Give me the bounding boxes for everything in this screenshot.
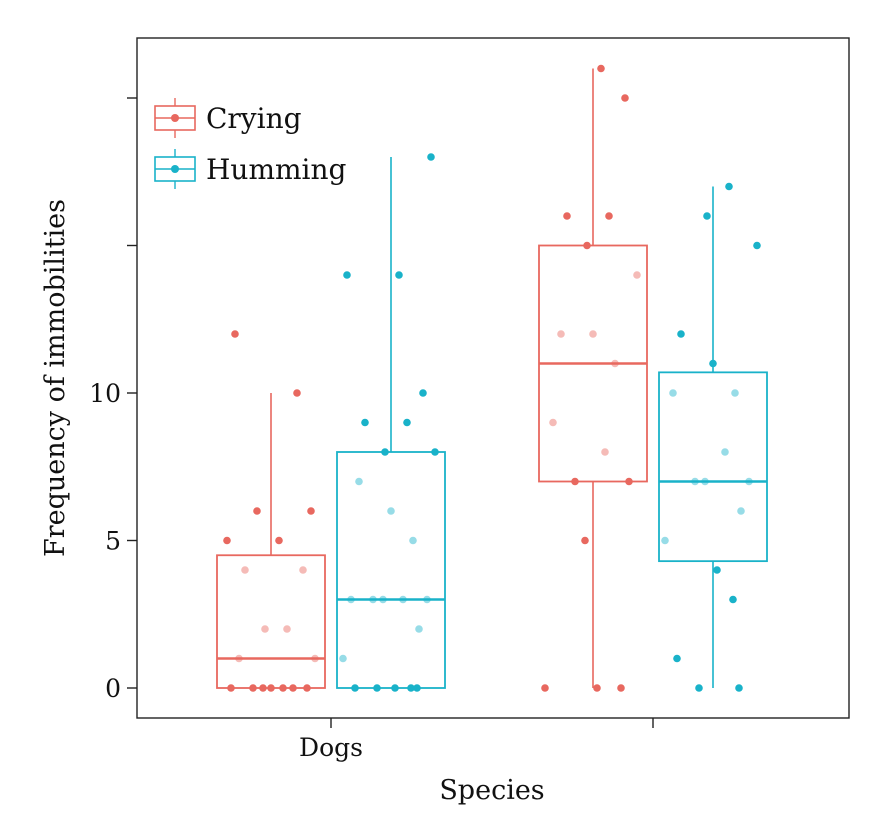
data-point: [369, 595, 377, 604]
data-point: [549, 418, 557, 427]
data-point: [703, 212, 711, 220]
data-point: [709, 359, 717, 368]
data-point: [289, 684, 297, 692]
data-point: [395, 271, 403, 279]
data-point: [379, 595, 387, 604]
data-point: [611, 359, 619, 368]
data-point: [347, 595, 355, 604]
data-point: [731, 389, 739, 397]
data-point: [267, 684, 275, 692]
data-point: [593, 684, 601, 692]
data-point: [253, 507, 261, 515]
data-point: [235, 654, 243, 663]
data-point: [661, 536, 669, 545]
x-axis-title: Species: [439, 775, 544, 806]
data-point: [695, 684, 703, 692]
data-point: [721, 448, 729, 456]
data-point: [729, 595, 737, 604]
data-point: [275, 536, 283, 545]
data-point: [725, 182, 733, 191]
data-point: [261, 625, 269, 633]
data-point: [625, 477, 633, 486]
y-axis-title: Frequency of immobilities: [40, 199, 71, 557]
box-crying: [216, 554, 326, 689]
data-point: [407, 684, 415, 692]
data-point: [415, 625, 423, 633]
data-point: [391, 684, 399, 692]
data-point: [403, 418, 411, 427]
data-point: [351, 684, 359, 692]
data-point: [621, 94, 629, 102]
y-tick-label: 5: [105, 527, 121, 556]
data-point: [583, 241, 591, 250]
data-point: [223, 536, 231, 545]
data-point: [589, 330, 597, 338]
data-point: [713, 566, 721, 574]
data-point: [339, 654, 347, 663]
data-point: [745, 477, 753, 486]
data-point: [381, 448, 389, 456]
data-point: [299, 566, 307, 574]
data-point: [701, 477, 709, 486]
data-point: [677, 330, 685, 338]
data-point: [735, 684, 743, 692]
legend-key-crying: [154, 98, 196, 138]
data-point: [343, 271, 351, 279]
data-point: [557, 330, 565, 338]
data-point: [303, 684, 311, 692]
box-humming: [336, 451, 446, 689]
data-point: [409, 536, 417, 545]
data-point: [307, 507, 315, 515]
data-point: [563, 212, 571, 220]
data-point: [633, 271, 641, 279]
data-point: [431, 448, 439, 456]
data-point: [581, 536, 589, 545]
data-point: [571, 477, 579, 486]
data-point: [361, 418, 369, 427]
data-point: [423, 595, 431, 604]
data-point: [387, 507, 395, 515]
data-point: [597, 64, 605, 73]
data-point: [249, 684, 257, 692]
data-point: [601, 448, 609, 456]
legend-label: Humming: [206, 153, 347, 186]
data-point: [311, 654, 319, 663]
data-point: [617, 684, 625, 692]
x-tick-label: Dogs: [299, 733, 363, 762]
plot-frame: [136, 37, 850, 719]
data-point: [541, 684, 549, 692]
box-humming: [658, 371, 768, 563]
data-point: [737, 507, 745, 515]
data-point: [279, 684, 287, 692]
data-point: [691, 477, 699, 486]
data-point: [673, 654, 681, 663]
data-point: [427, 153, 435, 161]
data-point: [241, 566, 249, 574]
data-point: [227, 684, 235, 692]
legend: Crying Humming: [154, 98, 347, 189]
legend-label: Crying: [206, 102, 302, 135]
data-point: [413, 684, 421, 692]
legend-key-humming: [154, 149, 196, 189]
data-point: [283, 625, 291, 633]
y-tick-label: 10: [89, 379, 121, 408]
data-point: [231, 330, 239, 338]
data-point: [419, 389, 427, 397]
data-point: [753, 241, 761, 250]
data-point: [355, 477, 363, 486]
data-point: [293, 389, 301, 397]
data-point: [259, 684, 267, 692]
data-point: [399, 595, 407, 604]
data-point: [605, 212, 613, 220]
y-tick-label: 0: [105, 674, 121, 703]
data-point: [669, 389, 677, 397]
data-point: [373, 684, 381, 692]
